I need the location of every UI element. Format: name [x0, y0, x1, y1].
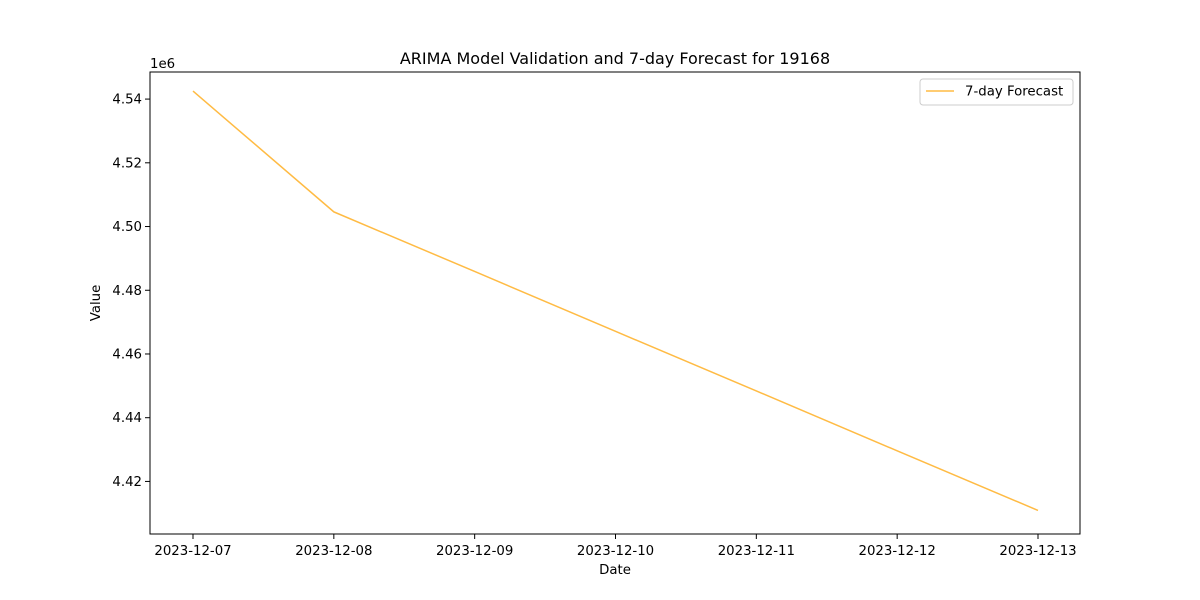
y-tick-label: 4.46	[112, 347, 142, 362]
x-tick-label: 2023-12-11	[718, 544, 795, 559]
y-tick-label: 4.48	[112, 284, 142, 299]
x-tick-label: 2023-12-13	[999, 544, 1076, 559]
y-axis-label: Value	[89, 285, 104, 322]
y-tick-label: 4.50	[112, 220, 142, 235]
chart-title: ARIMA Model Validation and 7-day Forecas…	[400, 49, 830, 68]
x-axis-label: Date	[599, 563, 631, 578]
x-tick-label: 2023-12-10	[577, 544, 654, 559]
y-tick-label: 4.52	[112, 156, 142, 171]
x-axis: 2023-12-07 2023-12-08 2023-12-09 2023-12-10…	[154, 534, 1077, 559]
x-tick-label: 2023-12-12	[859, 544, 936, 559]
x-tick-label: 2023-12-09	[436, 544, 513, 559]
plot-area	[192, 90, 1039, 512]
y-offset-label: 1e6	[150, 57, 175, 72]
y-tick-label: 4.54	[112, 93, 142, 108]
legend: 7-day Forecast	[919, 78, 1074, 106]
x-tick-label: 2023-12-07	[154, 544, 231, 559]
series-line-forecast	[192, 90, 1039, 512]
legend-box	[919, 78, 1074, 106]
x-tick-label: 2023-12-08	[295, 544, 372, 559]
legend-label: 7-day Forecast	[965, 85, 1063, 100]
y-axis: 4.42 4.44 4.46 4.48 4.50 4.52 4.54	[112, 93, 150, 490]
y-tick-label: 4.44	[112, 411, 142, 426]
y-tick-label: 4.42	[112, 475, 142, 490]
